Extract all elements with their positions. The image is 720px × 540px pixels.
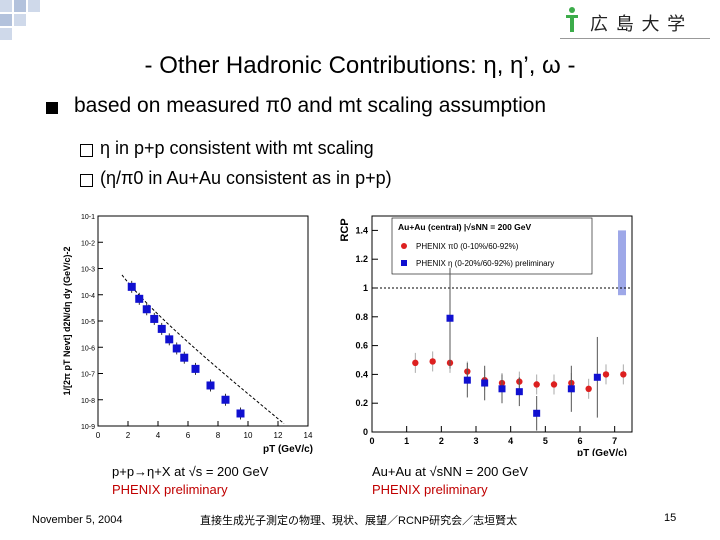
data-point-pi0 <box>620 371 627 378</box>
checkbox-bullet-icon <box>80 174 93 187</box>
legend-marker-square <box>401 260 407 266</box>
y-tick-label: 10-1 <box>81 214 95 221</box>
data-point-eta <box>567 385 575 393</box>
y-tick-label: 10-9 <box>81 424 95 431</box>
sub-bullet: η in p+p consistent with mt scaling <box>100 138 374 158</box>
legend-entry: PHENIX η (0-20%/60-92%) preliminary <box>416 259 554 268</box>
y-tick-label: 10-5 <box>81 319 95 326</box>
y-tick-label: 10-2 <box>81 240 95 247</box>
data-point <box>191 364 200 373</box>
data-point <box>206 381 215 390</box>
y-tick-label: 1 <box>363 283 368 293</box>
x-tick-label: 8 <box>216 431 221 440</box>
y-tick-label: 10-3 <box>81 267 95 274</box>
page-number: 15 <box>664 512 677 524</box>
y-tick-label: 0 <box>363 427 368 437</box>
x-tick-label: 6 <box>186 431 191 440</box>
data-point-pi0 <box>550 381 558 388</box>
deco-square <box>14 0 26 12</box>
y-tick-label: 0.8 <box>355 312 368 322</box>
x-axis-label: pT (GeV/c) <box>577 448 627 456</box>
x-tick-label: 14 <box>304 431 313 440</box>
data-point <box>127 282 136 291</box>
data-point <box>180 353 189 362</box>
y-axis-label: RCP <box>339 218 351 241</box>
x-tick-label: 5 <box>543 436 548 446</box>
y-tick-label: 10-4 <box>81 293 95 300</box>
data-point-pi0 <box>429 358 436 365</box>
x-tick-label: 2 <box>439 436 444 446</box>
y-tick-label: 0.2 <box>355 398 368 408</box>
left-caption-sub: PHENIX preliminary <box>112 482 228 497</box>
deco-square <box>0 14 12 26</box>
x-tick-label: 0 <box>96 431 101 440</box>
y-tick-label: 0.6 <box>355 341 368 351</box>
y-tick-label: 1.2 <box>355 254 368 264</box>
data-point-eta <box>498 385 506 393</box>
systematic-band <box>618 230 626 296</box>
left-caption: p+p→η+X at √s = 200 GeV <box>112 464 269 479</box>
x-tick-label: 2 <box>126 431 131 440</box>
data-point-pi0 <box>602 371 610 378</box>
deco-square <box>28 0 40 12</box>
main-bullet: based on measured π0 and mt scaling assu… <box>74 94 547 117</box>
bullet-square-icon <box>46 102 58 114</box>
data-point <box>142 305 151 314</box>
x-tick-label: 4 <box>508 436 513 446</box>
x-tick-label: 4 <box>156 431 161 440</box>
legend-entry: PHENIX π0 (0-10%/60-92%) <box>416 242 519 251</box>
data-point-eta <box>593 373 601 381</box>
data-point <box>157 324 166 333</box>
data-point-pi0 <box>585 385 592 392</box>
data-point <box>221 395 230 404</box>
y-tick-label: 10-6 <box>81 345 95 352</box>
legend-box <box>391 217 593 275</box>
data-point-eta <box>481 379 489 387</box>
deco-square <box>14 14 26 26</box>
right-caption-sub: PHENIX preliminary <box>372 482 488 497</box>
legend-title: Au+Au (central) |√sNN = 200 GeV <box>398 222 532 232</box>
right-caption: Au+Au at √sNN = 200 GeV <box>372 464 528 479</box>
data-point <box>135 294 144 303</box>
x-tick-label: 6 <box>577 436 582 446</box>
x-tick-label: 10 <box>244 431 253 440</box>
x-tick-label: 12 <box>274 431 283 440</box>
sub-bullet: (η/π0 in Au+Au consistent as in p+p) <box>100 168 392 188</box>
data-point-pi0 <box>412 359 419 367</box>
y-tick-label: 1.4 <box>355 225 368 235</box>
logo-mark-icon <box>566 7 578 32</box>
plot-frame <box>97 215 309 427</box>
deco-square <box>0 28 12 40</box>
y-tick-label: 0.4 <box>355 369 368 379</box>
data-point <box>172 344 181 353</box>
footer-center: 直接生成光子測定の物理、現状、展望／RCNP研究会／志垣賢太 <box>200 515 518 527</box>
y-tick-label: 10-7 <box>81 372 95 379</box>
x-axis-label: pT (GeV/c) <box>263 444 313 455</box>
data-point <box>236 409 245 418</box>
data-point <box>165 335 174 344</box>
footer-date: November 5, 2004 <box>32 514 123 526</box>
y-axis-label: 1/[2π pT Nevt] d2N/dη dy (GeV/c)-2 <box>62 247 72 396</box>
deco-square <box>0 0 12 12</box>
y-tick-label: 10-8 <box>81 398 95 405</box>
logo-underline <box>560 38 710 39</box>
data-point-eta <box>533 409 541 417</box>
slide-title: - Other Hadronic Contributions: η, η’, ω… <box>144 52 576 79</box>
x-tick-label: 7 <box>612 436 617 446</box>
data-point <box>150 314 159 323</box>
data-point-eta <box>446 314 454 322</box>
university-logo: 広 島 大 学 <box>560 6 710 36</box>
data-point-eta <box>515 388 523 396</box>
legend-marker-circle <box>401 243 407 249</box>
spectrum-chart: 0 2 4 6 8 10 12 14 10-1 10-2 10-3 10-4 10-5 10-6 10-7 1… <box>62 214 313 455</box>
x-tick-label: 0 <box>369 436 374 446</box>
logo-text: 広 島 大 学 <box>590 14 687 35</box>
data-point-eta <box>463 376 471 384</box>
rcp-chart: 0 1 2 3 4 5 6 7 0 0.2 0.4 0.6 0.8 1 1.2 1.4 pT (GeV/c) RC… <box>339 215 633 456</box>
checkbox-bullet-icon <box>80 144 93 157</box>
data-point-pi0 <box>533 381 540 388</box>
x-tick-label: 1 <box>404 436 409 446</box>
x-tick-label: 3 <box>473 436 478 446</box>
